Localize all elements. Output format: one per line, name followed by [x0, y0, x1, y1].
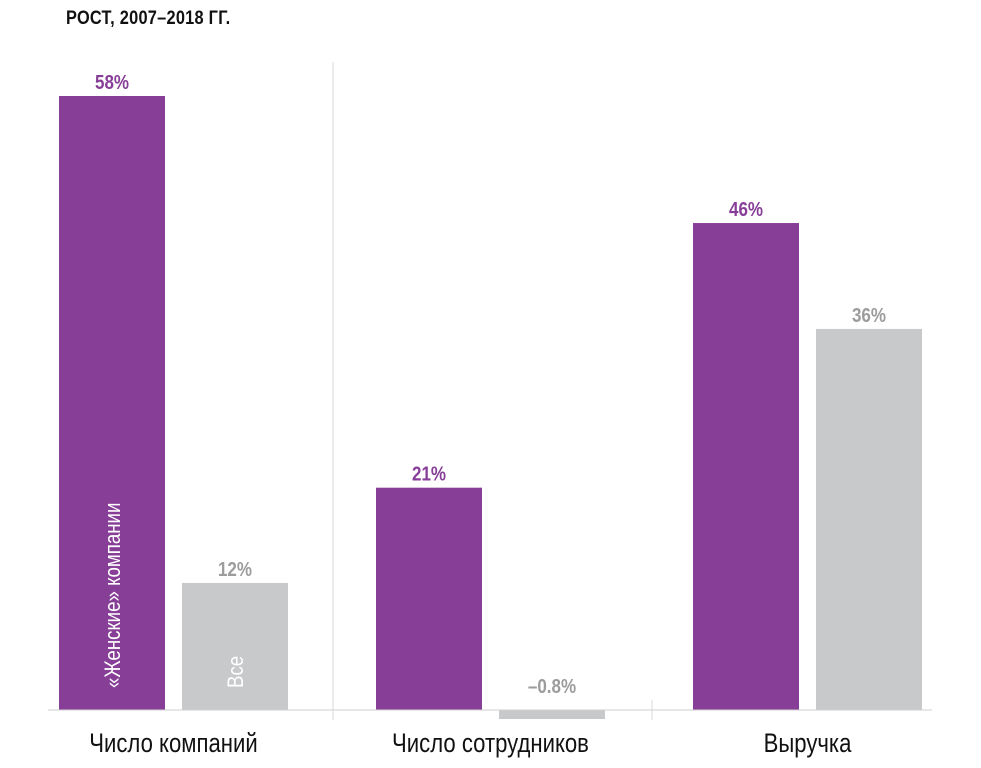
value-label-all-0: 12% [218, 558, 252, 581]
category-labels: Число компаний Число сотрудников Выручка [89, 729, 851, 759]
value-label-women-2: 46% [729, 198, 763, 221]
category-label-0: Число компаний [89, 729, 257, 759]
bar-women-2 [693, 223, 799, 710]
chart-title: РОСТ, 2007–2018 ГГ. [66, 8, 231, 29]
value-label-women-1: 21% [412, 462, 446, 485]
value-label-women-0: 58% [95, 71, 129, 94]
bar-all-2 [816, 328, 922, 710]
bar-women-1 [376, 487, 482, 710]
value-label-all-1: –0.8% [528, 675, 576, 698]
bar-all-0 [182, 582, 288, 710]
bar-all-1 [499, 710, 605, 719]
category-label-1: Число сотрудников [392, 729, 589, 759]
bar-women-0 [59, 96, 165, 710]
series-names: «Женские» компании Все [102, 503, 249, 688]
series-name-all: Все [225, 656, 249, 688]
category-label-2: Выручка [764, 729, 852, 759]
series-name-women: «Женские» компании [102, 503, 126, 688]
bars [59, 96, 922, 719]
value-label-all-2: 36% [852, 304, 886, 327]
value-labels: 58% 12% 21% –0.8% 46% 36% [95, 71, 886, 698]
